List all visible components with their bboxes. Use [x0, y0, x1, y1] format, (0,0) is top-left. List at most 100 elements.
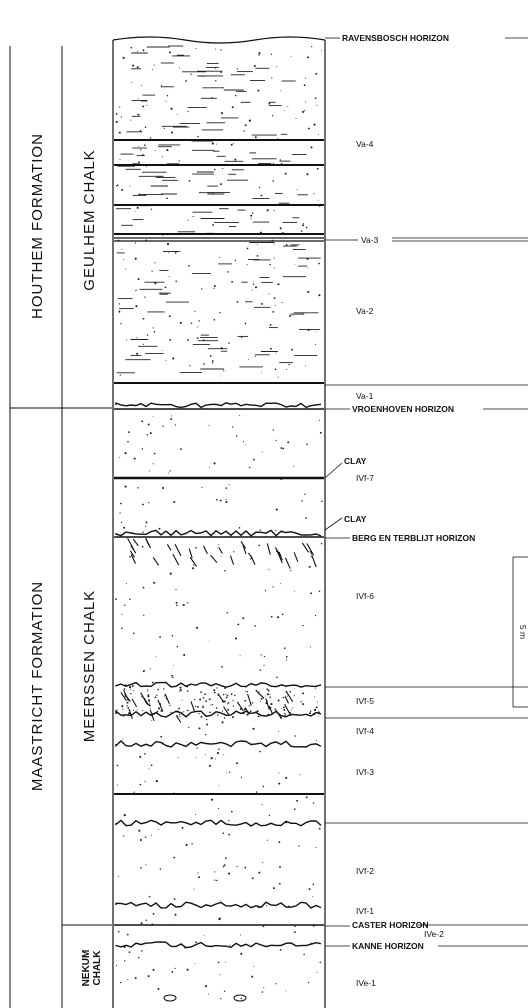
litho-dot: [245, 690, 246, 692]
litho-burrow: [311, 555, 317, 568]
litho-dot: [200, 716, 202, 718]
litho-dot: [126, 701, 129, 704]
litho-dot: [248, 466, 251, 469]
litho-dot: [132, 64, 135, 67]
litho-dot: [173, 500, 176, 504]
litho-dot: [244, 124, 247, 127]
litho-burrow: [248, 552, 254, 560]
litho-dot: [287, 441, 290, 444]
litho-dot: [177, 757, 179, 759]
litho-dot: [280, 90, 282, 92]
litho-dot: [211, 703, 213, 706]
litho-dot: [139, 755, 142, 758]
litho-hardground: [115, 681, 322, 688]
litho-dot: [316, 971, 318, 973]
litho-dot: [204, 733, 207, 736]
litho-dot: [281, 613, 284, 616]
litho-dot: [284, 172, 287, 175]
litho-dot: [285, 659, 288, 661]
litho-dot: [298, 845, 300, 847]
litho-burrow: [130, 545, 137, 554]
litho-dot: [220, 112, 223, 115]
litho-dot: [147, 423, 150, 426]
caster-horizon-label: CASTER HORIZON: [352, 920, 429, 930]
litho-burrow: [240, 541, 247, 549]
litho-dot: [220, 71, 222, 74]
litho-dot: [249, 558, 252, 560]
litho-dot: [266, 209, 269, 212]
litho-dot: [148, 768, 150, 770]
litho-dot: [154, 282, 157, 285]
litho-dot: [163, 127, 165, 129]
litho-dot: [125, 268, 127, 270]
litho-dot: [252, 283, 255, 285]
litho-dot: [282, 683, 284, 685]
vroenhoven-horizon-label: VROENHOVEN HORIZON: [352, 404, 454, 414]
litho-dot: [215, 707, 218, 709]
unit-va1-label: Va-1: [356, 391, 374, 401]
litho-dot: [248, 119, 251, 122]
litho-dot: [208, 764, 211, 767]
litho-dot: [319, 431, 322, 434]
litho-dot: [251, 975, 254, 978]
litho-dot: [179, 321, 182, 324]
litho-dot: [299, 774, 301, 776]
litho-dot: [310, 592, 312, 595]
litho-dot: [187, 219, 189, 221]
litho-dot: [291, 348, 294, 351]
litho-dot: [195, 47, 197, 49]
litho-dot: [202, 339, 205, 342]
litho-dot: [115, 113, 118, 115]
litho-dot: [294, 735, 296, 737]
litho-dot: [214, 871, 216, 873]
litho-dot: [148, 703, 151, 705]
formation-brackets: [9, 46, 112, 1008]
litho-dot: [319, 961, 322, 964]
litho-dot: [216, 143, 218, 145]
litho-dot: [149, 432, 152, 435]
litho-dot: [141, 545, 144, 548]
litho-dot: [306, 257, 309, 260]
litho-dot: [274, 257, 276, 259]
litho-dot: [246, 247, 249, 250]
litho-dot: [216, 498, 218, 501]
litho-dot: [210, 757, 213, 760]
litho-dot: [125, 583, 127, 585]
litho-dot: [315, 846, 317, 849]
litho-dot: [185, 843, 188, 847]
litho-dot: [232, 426, 234, 428]
litho-dot: [149, 137, 152, 139]
litho-dot: [153, 452, 156, 455]
litho-dot: [169, 51, 171, 54]
litho-dot: [268, 569, 270, 571]
litho-dot: [201, 486, 203, 488]
litho-dot: [273, 210, 275, 212]
litho-dot: [219, 974, 221, 976]
litho-dot: [275, 508, 278, 511]
litho-dot: [307, 981, 310, 984]
litho-flint-nodule: [233, 994, 247, 1002]
litho-dot: [183, 711, 185, 713]
litho-dot: [294, 925, 296, 928]
litho-dot: [240, 997, 243, 1000]
litho-dot: [127, 706, 130, 709]
litho-dot: [218, 785, 220, 787]
litho-dot: [208, 698, 211, 701]
litho-dot: [294, 688, 296, 690]
horizon-lines: [324, 37, 528, 947]
litho-dot: [239, 415, 241, 417]
litho-burrow: [284, 557, 291, 569]
litho-dot: [120, 521, 123, 523]
litho-dot: [216, 687, 218, 689]
litho-dot: [258, 871, 261, 874]
litho-dot: [123, 814, 126, 817]
litho-burrow: [285, 690, 294, 702]
litho-dot: [275, 439, 277, 442]
litho-dot: [278, 782, 281, 785]
litho-dot: [176, 604, 178, 606]
litho-dot: [321, 543, 323, 545]
litho-dot: [144, 144, 146, 147]
litho-dot: [175, 588, 177, 591]
litho-dot: [180, 448, 182, 450]
litho-dot: [144, 296, 146, 298]
